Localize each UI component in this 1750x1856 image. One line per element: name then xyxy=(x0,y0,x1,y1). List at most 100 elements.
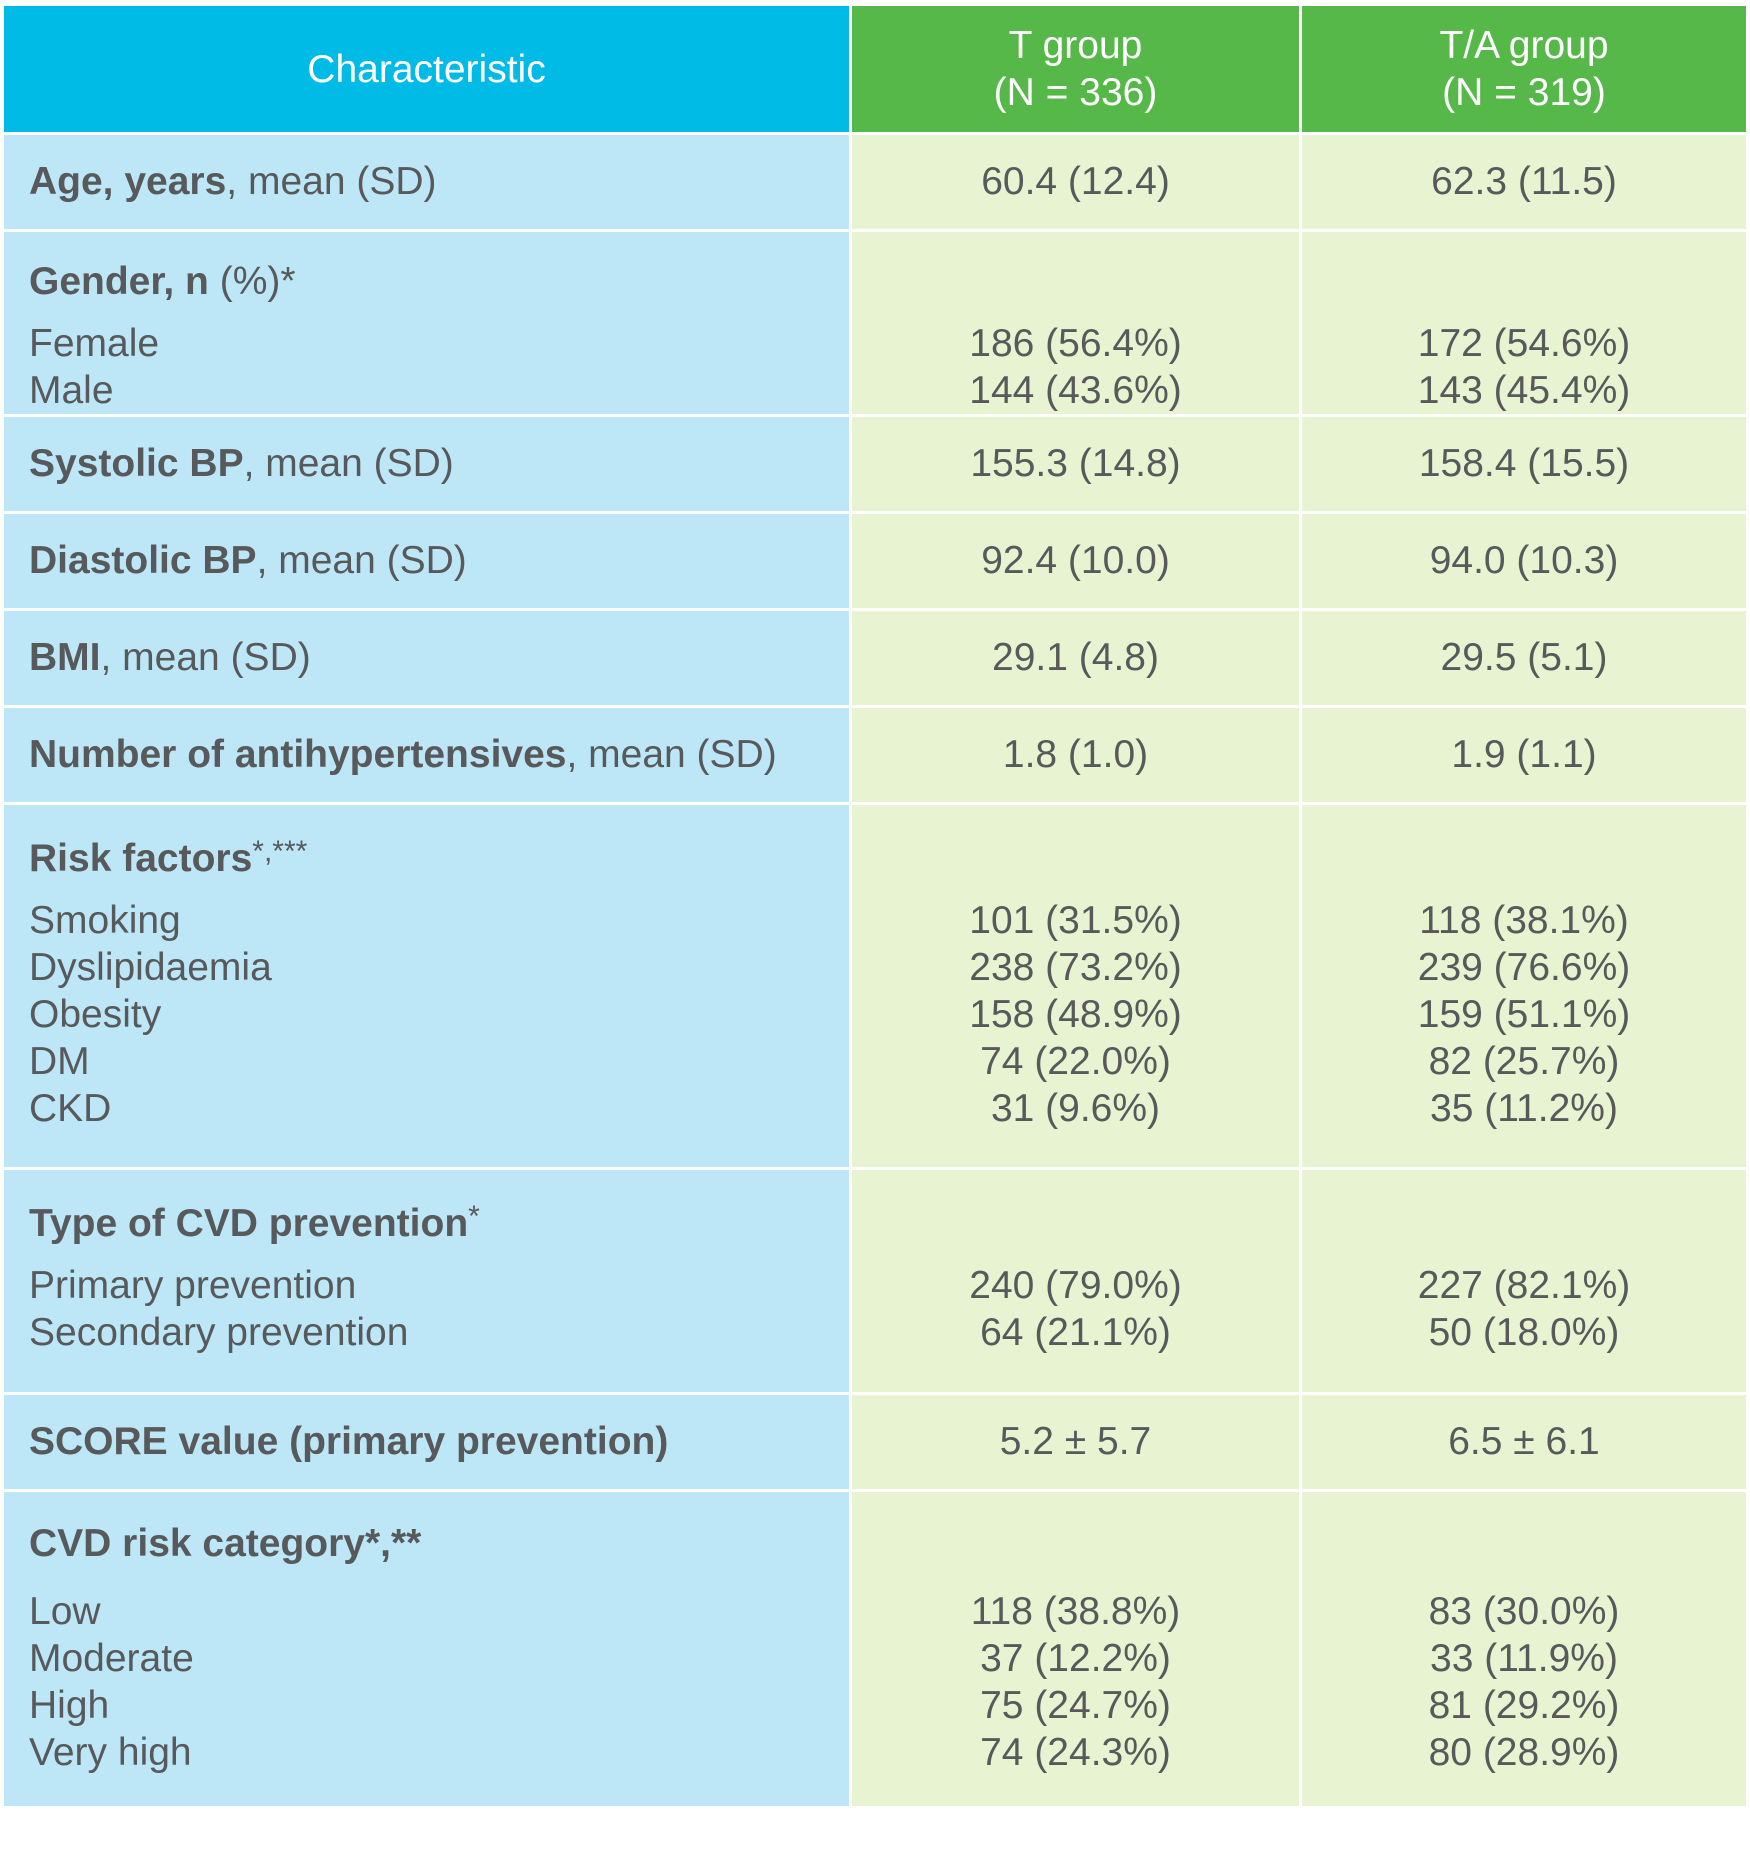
header-t-group: T group (N = 336) xyxy=(849,6,1299,132)
row-label: Gender, n (%)* Female Male xyxy=(4,232,849,414)
header-characteristic: Characteristic xyxy=(4,6,849,132)
risk-category-ta: 80 (28.9%) xyxy=(1428,1731,1620,1774)
row-label: Type of CVD prevention* Primary preventi… xyxy=(4,1170,849,1392)
characteristics-table: Characteristic T group (N = 336) T/A grou… xyxy=(4,6,1746,1806)
t-group-value: 60.4 (12.4) xyxy=(849,135,1299,229)
risk-ta: 82 (25.7%) xyxy=(1428,1040,1620,1083)
gender-female-label: Female xyxy=(29,322,160,365)
risk-label: Smoking xyxy=(29,899,181,942)
ta-group-value: 227 (82.1%) 50 (18.0%) xyxy=(1299,1170,1746,1392)
prevention-t: 64 (21.1%) xyxy=(980,1311,1171,1354)
risk-t: 158 (48.9%) xyxy=(969,993,1182,1036)
row-label-rest: , mean (SD) xyxy=(243,442,454,485)
table-header: Characteristic T group (N = 336) T/A grou… xyxy=(4,6,1746,132)
row-label-bold: Number of antihypertensives xyxy=(29,733,567,776)
risk-t: 31 (9.6%) xyxy=(990,1087,1161,1130)
risk-ta: 159 (51.1%) xyxy=(1417,993,1631,1036)
row-label-rest: , mean (SD) xyxy=(566,733,777,776)
gender-male-label: Male xyxy=(29,369,114,412)
t-group-value: 1.8 (1.0) xyxy=(849,708,1299,802)
row-label-bold: Age, years xyxy=(29,160,227,203)
risk-ta: 118 (38.1%) xyxy=(1419,899,1629,942)
t-group-value: 240 (79.0%) 64 (21.1%) xyxy=(849,1170,1299,1392)
risk-label: Dyslipidaemia xyxy=(29,946,272,989)
row-title-rest: (%)* xyxy=(208,260,296,303)
risk-label: CKD xyxy=(29,1087,112,1130)
row-label-rest: , mean (SD) xyxy=(256,539,467,582)
table-row-risk-factors: Risk factors*,*** Smoking Dyslipidaemia … xyxy=(4,802,1746,1167)
t-group-value: 118 (38.8%) 37 (12.2%) 75 (24.7%) 74 (24… xyxy=(849,1492,1299,1806)
risk-category-ta: 81 (29.2%) xyxy=(1428,1684,1620,1727)
table-row-cvd-risk-category: CVD risk category*,** Low Moderate High … xyxy=(4,1489,1746,1806)
header-characteristic-label: Characteristic xyxy=(307,47,546,91)
risk-category-t: 74 (24.3%) xyxy=(980,1731,1171,1774)
t-group-value: 101 (31.5%) 238 (73.2%) 158 (48.9%) 74 (… xyxy=(849,805,1299,1167)
header-ta-group: T/A group (N = 319) xyxy=(1299,6,1746,132)
row-title-bold: Risk factors xyxy=(29,837,253,880)
ta-group-value: 83 (30.0%) 33 (11.9%) 81 (29.2%) 80 (28.… xyxy=(1299,1492,1746,1806)
gender-male-t: 144 (43.6%) xyxy=(969,369,1182,412)
header-ta-group-name: T/A group xyxy=(1439,24,1609,67)
risk-t: 101 (31.5%) xyxy=(969,899,1182,942)
row-title-bold: Gender, n xyxy=(29,260,209,303)
table-row-score: SCORE value (primary prevention) 5.2 ± 5… xyxy=(4,1392,1746,1489)
t-group-value: 29.1 (4.8) xyxy=(849,611,1299,705)
table-row-age: Age, years, mean (SD) 60.4 (12.4) 62.3 (… xyxy=(4,132,1746,229)
risk-category-t: 37 (12.2%) xyxy=(980,1637,1171,1680)
prevention-t: 240 (79.0%) xyxy=(969,1264,1182,1307)
risk-category-t: 118 (38.8%) xyxy=(970,1590,1181,1633)
row-label: Age, years, mean (SD) xyxy=(4,135,849,229)
ta-group-value: 118 (38.1%) 239 (76.6%) 159 (51.1%) 82 (… xyxy=(1299,805,1746,1167)
ta-group-value: 6.5 ± 6.1 xyxy=(1299,1395,1746,1489)
risk-category-ta: 33 (11.9%) xyxy=(1430,1637,1618,1680)
risk-category-label: High xyxy=(29,1684,110,1727)
table-row-systolic: Systolic BP, mean (SD) 155.3 (14.8) 158.… xyxy=(4,414,1746,511)
row-title-bold: CVD risk category*,** xyxy=(29,1522,422,1565)
row-label-rest: , mean (SD) xyxy=(100,636,311,679)
row-title-bold: Type of CVD prevention xyxy=(29,1202,469,1245)
table-row-diastolic: Diastolic BP, mean (SD) 92.4 (10.0) 94.0… xyxy=(4,511,1746,608)
ta-group-value: 29.5 (5.1) xyxy=(1299,611,1746,705)
t-group-value: 155.3 (14.8) xyxy=(849,417,1299,511)
risk-t: 238 (73.2%) xyxy=(969,946,1182,989)
risk-ta: 239 (76.6%) xyxy=(1417,946,1631,989)
ta-group-value: 94.0 (10.3) xyxy=(1299,514,1746,608)
ta-group-value: 158.4 (15.5) xyxy=(1299,417,1746,511)
risk-category-t: 75 (24.7%) xyxy=(980,1684,1171,1727)
gender-female-ta: 172 (54.6%) xyxy=(1417,322,1631,365)
t-group-value: 5.2 ± 5.7 xyxy=(849,1395,1299,1489)
risk-category-label: Moderate xyxy=(29,1637,194,1680)
row-label: Number of antihypertensives, mean (SD) xyxy=(4,708,849,802)
risk-category-ta: 83 (30.0%) xyxy=(1428,1590,1620,1633)
row-label: Systolic BP, mean (SD) xyxy=(4,417,849,511)
table-row-antihypertensives: Number of antihypertensives, mean (SD) 1… xyxy=(4,705,1746,802)
row-title-rest: * xyxy=(468,1200,480,1233)
row-label-rest: , mean (SD) xyxy=(226,160,437,203)
prevention-ta: 227 (82.1%) xyxy=(1417,1264,1631,1307)
row-title-rest: *,*** xyxy=(252,835,308,868)
risk-ta: 35 (11.2%) xyxy=(1430,1087,1618,1130)
ta-group-value: 62.3 (11.5) xyxy=(1299,135,1746,229)
prevention-ta: 50 (18.0%) xyxy=(1428,1311,1620,1354)
row-label-bold: Systolic BP xyxy=(29,442,244,485)
t-group-value: 92.4 (10.0) xyxy=(849,514,1299,608)
risk-t: 74 (22.0%) xyxy=(980,1040,1171,1083)
row-label-bold: BMI xyxy=(29,636,101,679)
header-t-group-n: (N = 336) xyxy=(993,71,1158,114)
row-label: SCORE value (primary prevention) xyxy=(4,1395,849,1489)
ta-group-value: 1.9 (1.1) xyxy=(1299,708,1746,802)
header-ta-group-n: (N = 319) xyxy=(1442,71,1606,114)
table-row-gender: Gender, n (%)* Female Male 186 (56.4%) 1… xyxy=(4,229,1746,414)
row-label-bold: SCORE value (primary prevention) xyxy=(29,1420,669,1463)
table-row-cvd-prevention: Type of CVD prevention* Primary preventi… xyxy=(4,1167,1746,1392)
row-label: CVD risk category*,** Low Moderate High … xyxy=(4,1492,849,1806)
risk-label: Obesity xyxy=(29,993,162,1036)
row-label: BMI, mean (SD) xyxy=(4,611,849,705)
row-label-bold: Diastolic BP xyxy=(29,539,257,582)
risk-category-label: Low xyxy=(29,1590,101,1633)
gender-male-ta: 143 (45.4%) xyxy=(1417,369,1631,412)
t-group-value: 186 (56.4%) 144 (43.6%) xyxy=(849,232,1299,414)
table-row-bmi: BMI, mean (SD) 29.1 (4.8) 29.5 (5.1) xyxy=(4,608,1746,705)
ta-group-value: 172 (54.6%) 143 (45.4%) xyxy=(1299,232,1746,414)
gender-female-t: 186 (56.4%) xyxy=(969,322,1182,365)
